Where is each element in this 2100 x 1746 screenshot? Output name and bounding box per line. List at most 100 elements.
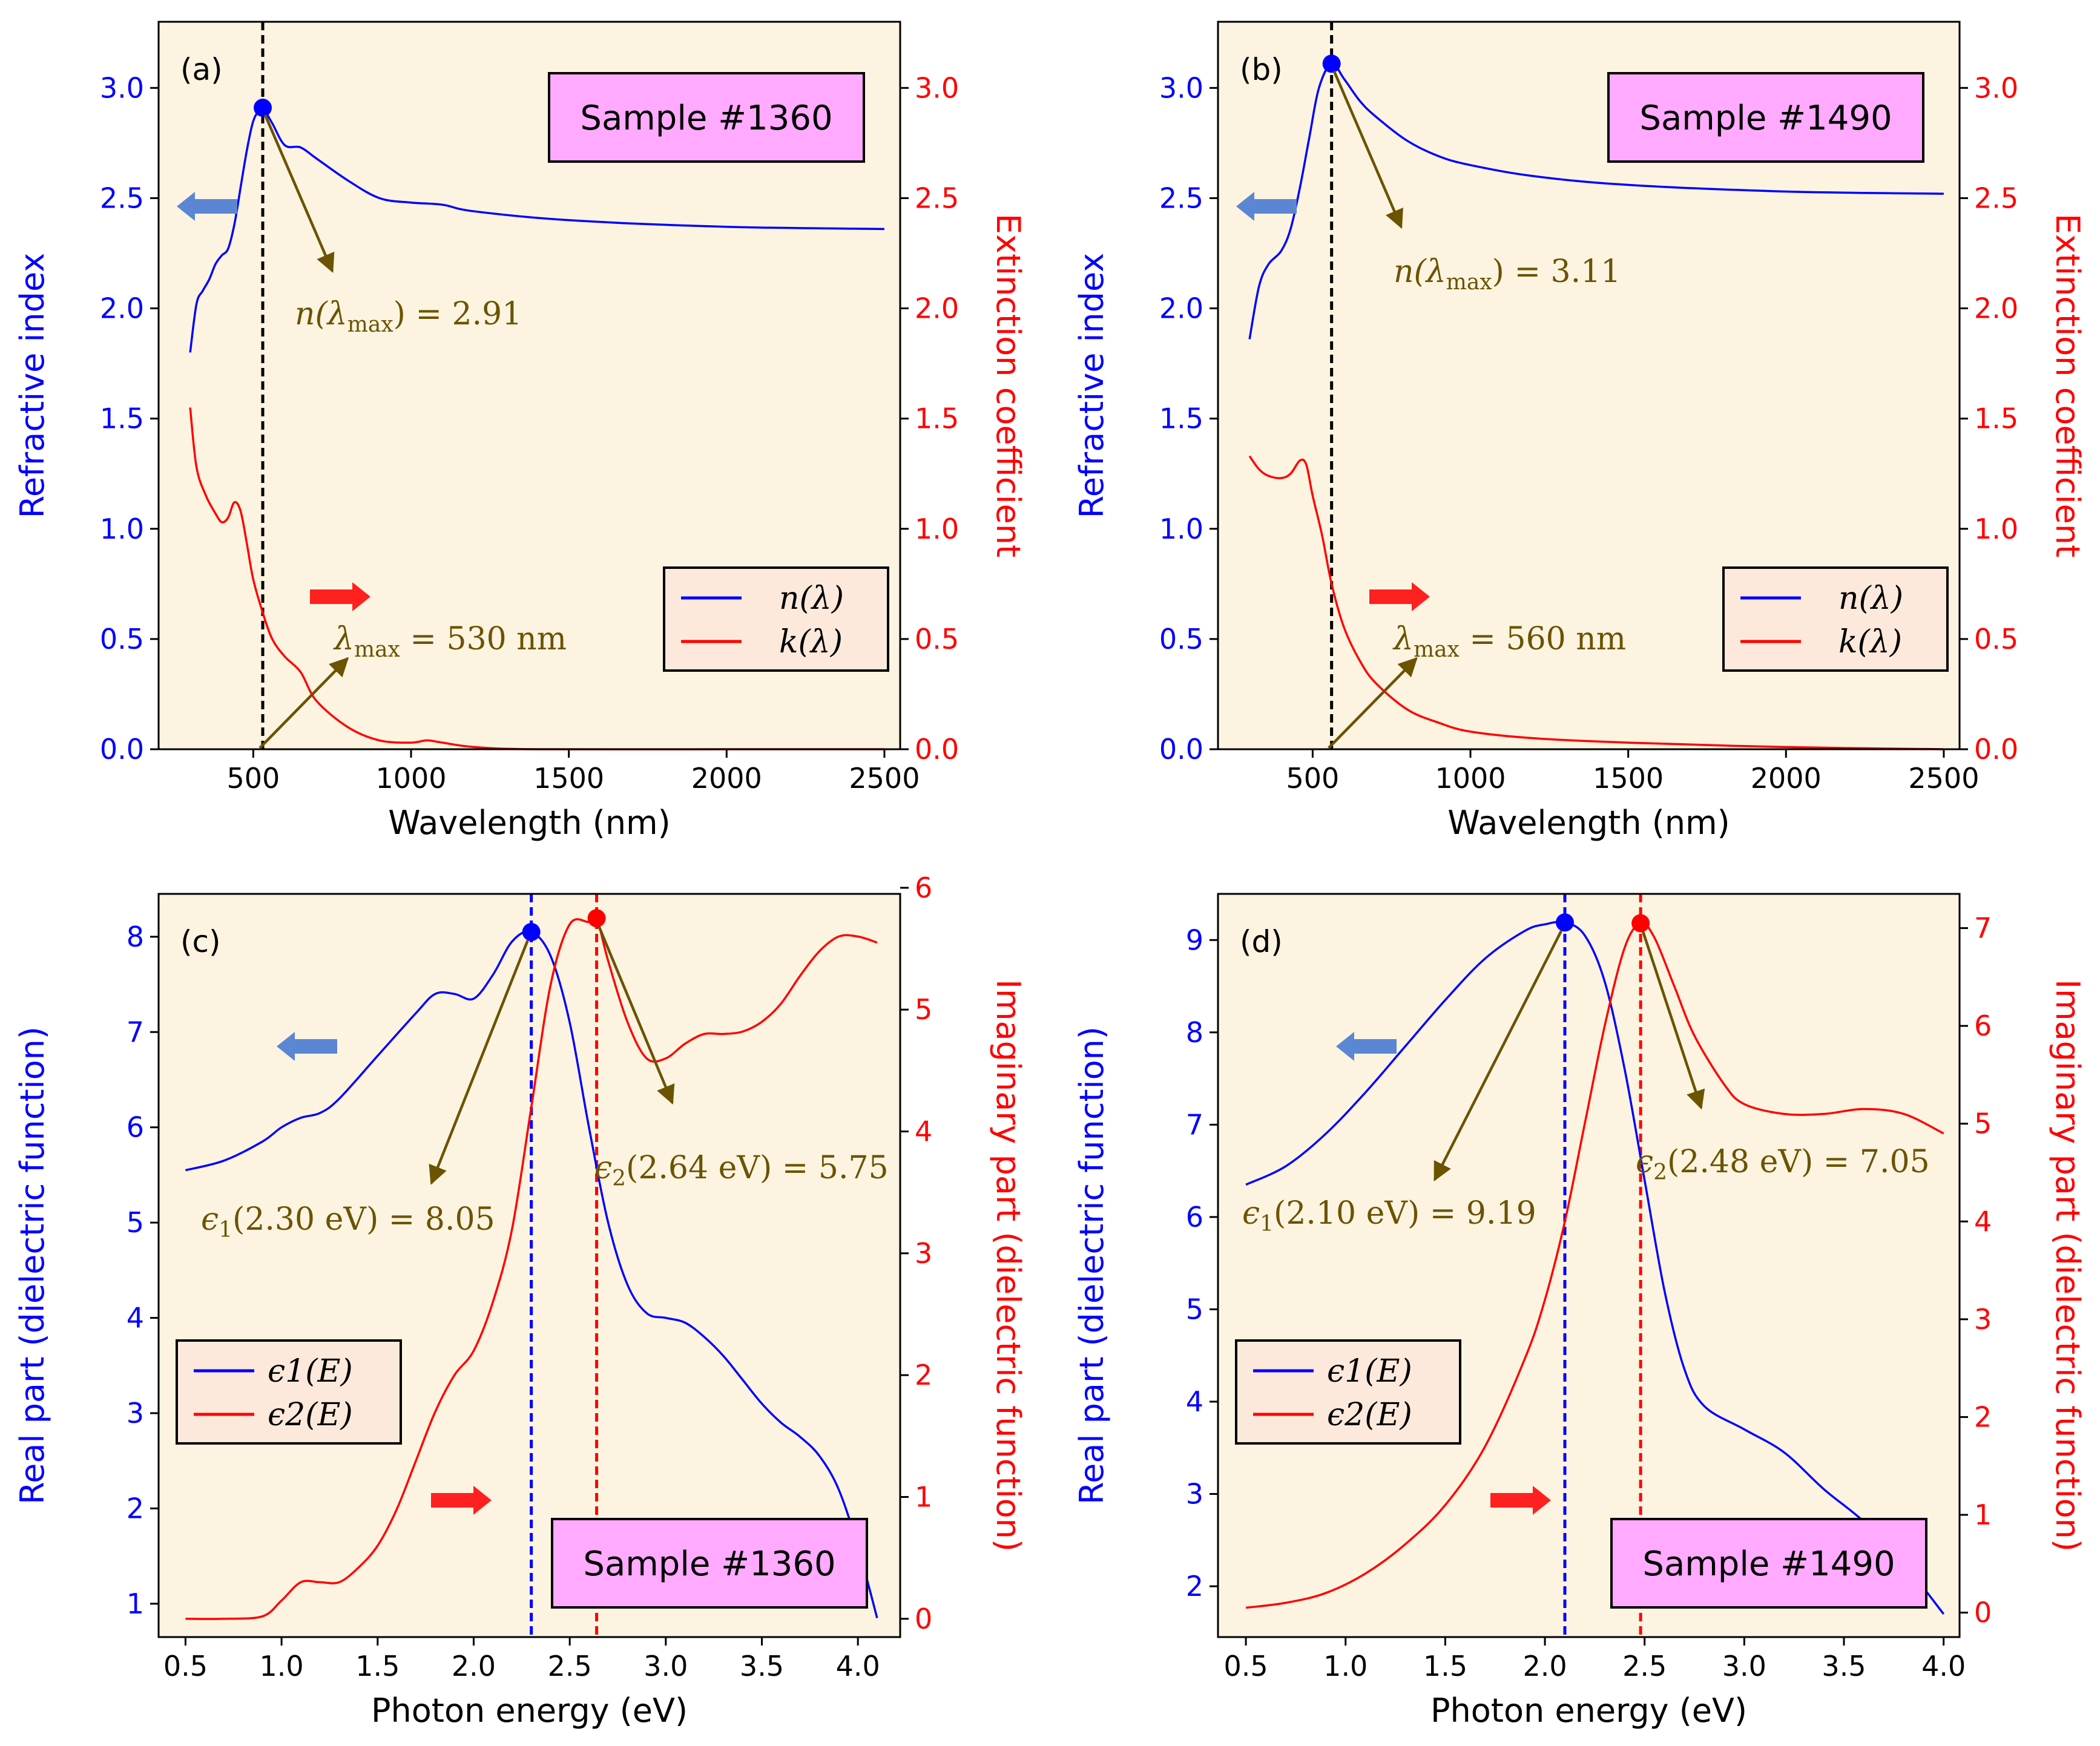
e1-annotation-arrow: [1433, 930, 1562, 1182]
plot-area: [159, 894, 900, 1637]
x-tick-label: 2000: [691, 762, 762, 795]
e1-annotation: ϵ1(2.10 eV) = 9.19: [1242, 1195, 1536, 1236]
y-left-tick-label: 9: [1186, 924, 1203, 956]
y-right-tick-label: 1.0: [915, 513, 959, 545]
y-left-axis-label: Refractive index: [13, 253, 51, 519]
y-right-tick-label: 5: [915, 993, 932, 1026]
y-left-tick-label: 3.0: [1159, 71, 1203, 104]
y-left-tick-label: 3.0: [100, 71, 144, 104]
panel-d: 0.5 1.0 1.5 2.0 2.5 3.0 3.5 4.0 2 3 4 5 6 7 8 9 0 1 2 3 4 5 6 7…: [1073, 893, 2087, 1730]
lambda-annotation-arrow: [1328, 657, 1418, 749]
peak-annotation-sub: max: [1446, 270, 1492, 295]
x-tick-label: 0.5: [163, 1650, 208, 1682]
x-axis-label: Wavelength (nm): [388, 804, 670, 842]
legend-entry-0: ϵ1(E): [1327, 1353, 1412, 1390]
y-right-tick-label: 2.0: [915, 292, 959, 325]
x-tick-label: 3.0: [1722, 1650, 1766, 1682]
y-left-tick-label: 8: [127, 921, 144, 953]
y-right-axis-label: Extinction coefficient: [989, 214, 1027, 557]
e2-annotation-arrow: [1641, 931, 1705, 1110]
peak-marker-1: [587, 909, 606, 928]
y-left-tick-label: 3: [1186, 1478, 1203, 1511]
right-axis-arrow: [1490, 1486, 1551, 1515]
x-tick-label: 2.0: [1522, 1650, 1567, 1682]
y-right-tick-label: 0: [915, 1603, 932, 1635]
y-left-tick-label: 6: [1186, 1201, 1203, 1233]
e1-annotation-sub: 1: [1260, 1212, 1274, 1236]
x-tick-label: 1.0: [260, 1650, 304, 1682]
y-right-tick-label: 6: [1974, 1009, 1992, 1042]
peak-annotation-arrow: [1332, 70, 1403, 229]
y-right-tick-label: 1.5: [1974, 402, 2018, 435]
y-left-tick-label: 2.5: [100, 182, 144, 214]
plot-frame: [157, 21, 901, 750]
left-axis-arrow: [1336, 1032, 1397, 1061]
y-left-tick-label: 6: [127, 1111, 144, 1144]
y-right-tick-label: 7: [1974, 912, 1992, 945]
panel-b: 500 1000 1500 2000 25000.00.51.01.52.02.53.0…: [1073, 21, 2087, 842]
series-line-red: [185, 914, 878, 1620]
x-tick-label: 1.5: [355, 1650, 400, 1682]
legend-box: [663, 566, 889, 672]
y-right-tick-label: 1: [1974, 1498, 1992, 1531]
y-right-tick-label: 2.0: [1974, 292, 2018, 325]
y-left-tick-label: 0.5: [1159, 623, 1203, 655]
peak-annotation-prefix: n(λ: [1394, 254, 1446, 290]
e1-annotation-prefix: ϵ: [1242, 1195, 1260, 1232]
y-left-tick-label: 4: [1186, 1385, 1203, 1418]
panel-a: 500 1000 1500 2000 25000.00.51.01.52.02.53.0…: [13, 21, 1027, 842]
x-tick-label: 1000: [375, 762, 446, 795]
lambda-annotation-sub: max: [1414, 637, 1460, 662]
peak-annotation-arrow: [263, 114, 335, 273]
x-tick-label: 4.0: [836, 1650, 880, 1682]
lambda-annotation: λmax = 560 nm: [1392, 621, 1626, 662]
e1-annotation-suffix: (2.30 eV) = 8.05: [232, 1201, 495, 1238]
left-axis-arrow: [177, 192, 237, 221]
right-axis-arrow: [431, 1486, 492, 1515]
peak-annotation: n(λmax) = 2.91: [295, 296, 522, 337]
e1-annotation-sub: 1: [219, 1218, 232, 1242]
e2-annotation: ϵ2(2.64 eV) = 5.75: [594, 1150, 889, 1191]
plot-frame: [1217, 893, 1961, 1638]
peak-marker-0: [254, 99, 272, 117]
left-axis-arrow: [1236, 192, 1297, 221]
y-right-tick-label: 1.5: [915, 402, 959, 435]
y-left-tick-label: 2.5: [1159, 182, 1203, 214]
y-right-tick-label: 2: [1974, 1400, 1992, 1433]
y-left-tick-label: 5: [127, 1206, 144, 1239]
y-left-tick-label: 1.5: [1159, 402, 1203, 435]
peak-annotation-suffix: ) = 3.11: [1492, 254, 1621, 290]
x-tick-label: 500: [226, 762, 280, 795]
y-right-axis-label: Imaginary part (dielectric function): [989, 979, 1027, 1552]
peak-marker-0: [1322, 54, 1341, 73]
x-tick-label: 3.0: [643, 1650, 688, 1682]
plot-frame: [157, 893, 901, 1638]
y-right-tick-label: 6: [915, 871, 932, 904]
x-tick-label: 0.5: [1224, 1650, 1268, 1682]
y-left-tick-label: 2: [127, 1492, 144, 1524]
y-right-tick-label: 2: [915, 1359, 932, 1391]
peak-marker-1: [1631, 914, 1650, 933]
y-left-tick-label: 1.0: [100, 513, 144, 545]
legend-box: [1722, 566, 1949, 672]
e2-annotation-suffix: (2.48 eV) = 7.05: [1667, 1144, 1930, 1180]
y-left-tick-label: 7: [1186, 1108, 1203, 1141]
x-tick-label: 2000: [1751, 762, 1822, 795]
right-axis-arrow: [310, 582, 370, 611]
series-line-blue: [1248, 62, 1944, 340]
peak-annotation-suffix: ) = 2.91: [393, 296, 522, 332]
y-right-tick-label: 1.0: [1974, 513, 2018, 545]
y-right-tick-label: 0.5: [1974, 623, 2018, 655]
legend-entry-1: ϵ2(E): [268, 1397, 353, 1433]
peak-marker-0: [1555, 913, 1574, 932]
y-right-axis-label: Imaginary part (dielectric function): [2049, 979, 2087, 1552]
panel-c: 0.5 1.0 1.5 2.0 2.5 3.0 3.5 4.0 1 2 3 4 5 6 7 8 0 1 2 3 4 5 6 P…: [13, 871, 1027, 1730]
y-right-tick-label: 2.5: [915, 182, 959, 214]
e2-annotation-prefix: ϵ: [594, 1150, 612, 1186]
y-right-tick-label: 2.5: [1974, 182, 2018, 214]
legend-entry-0: ϵ1(E): [268, 1353, 353, 1390]
peak-annotation-prefix: n(λ: [295, 296, 347, 332]
y-left-tick-label: 0.0: [1159, 733, 1203, 766]
y-left-tick-label: 0.5: [100, 623, 144, 655]
e1-annotation-arrow: [429, 940, 529, 1185]
